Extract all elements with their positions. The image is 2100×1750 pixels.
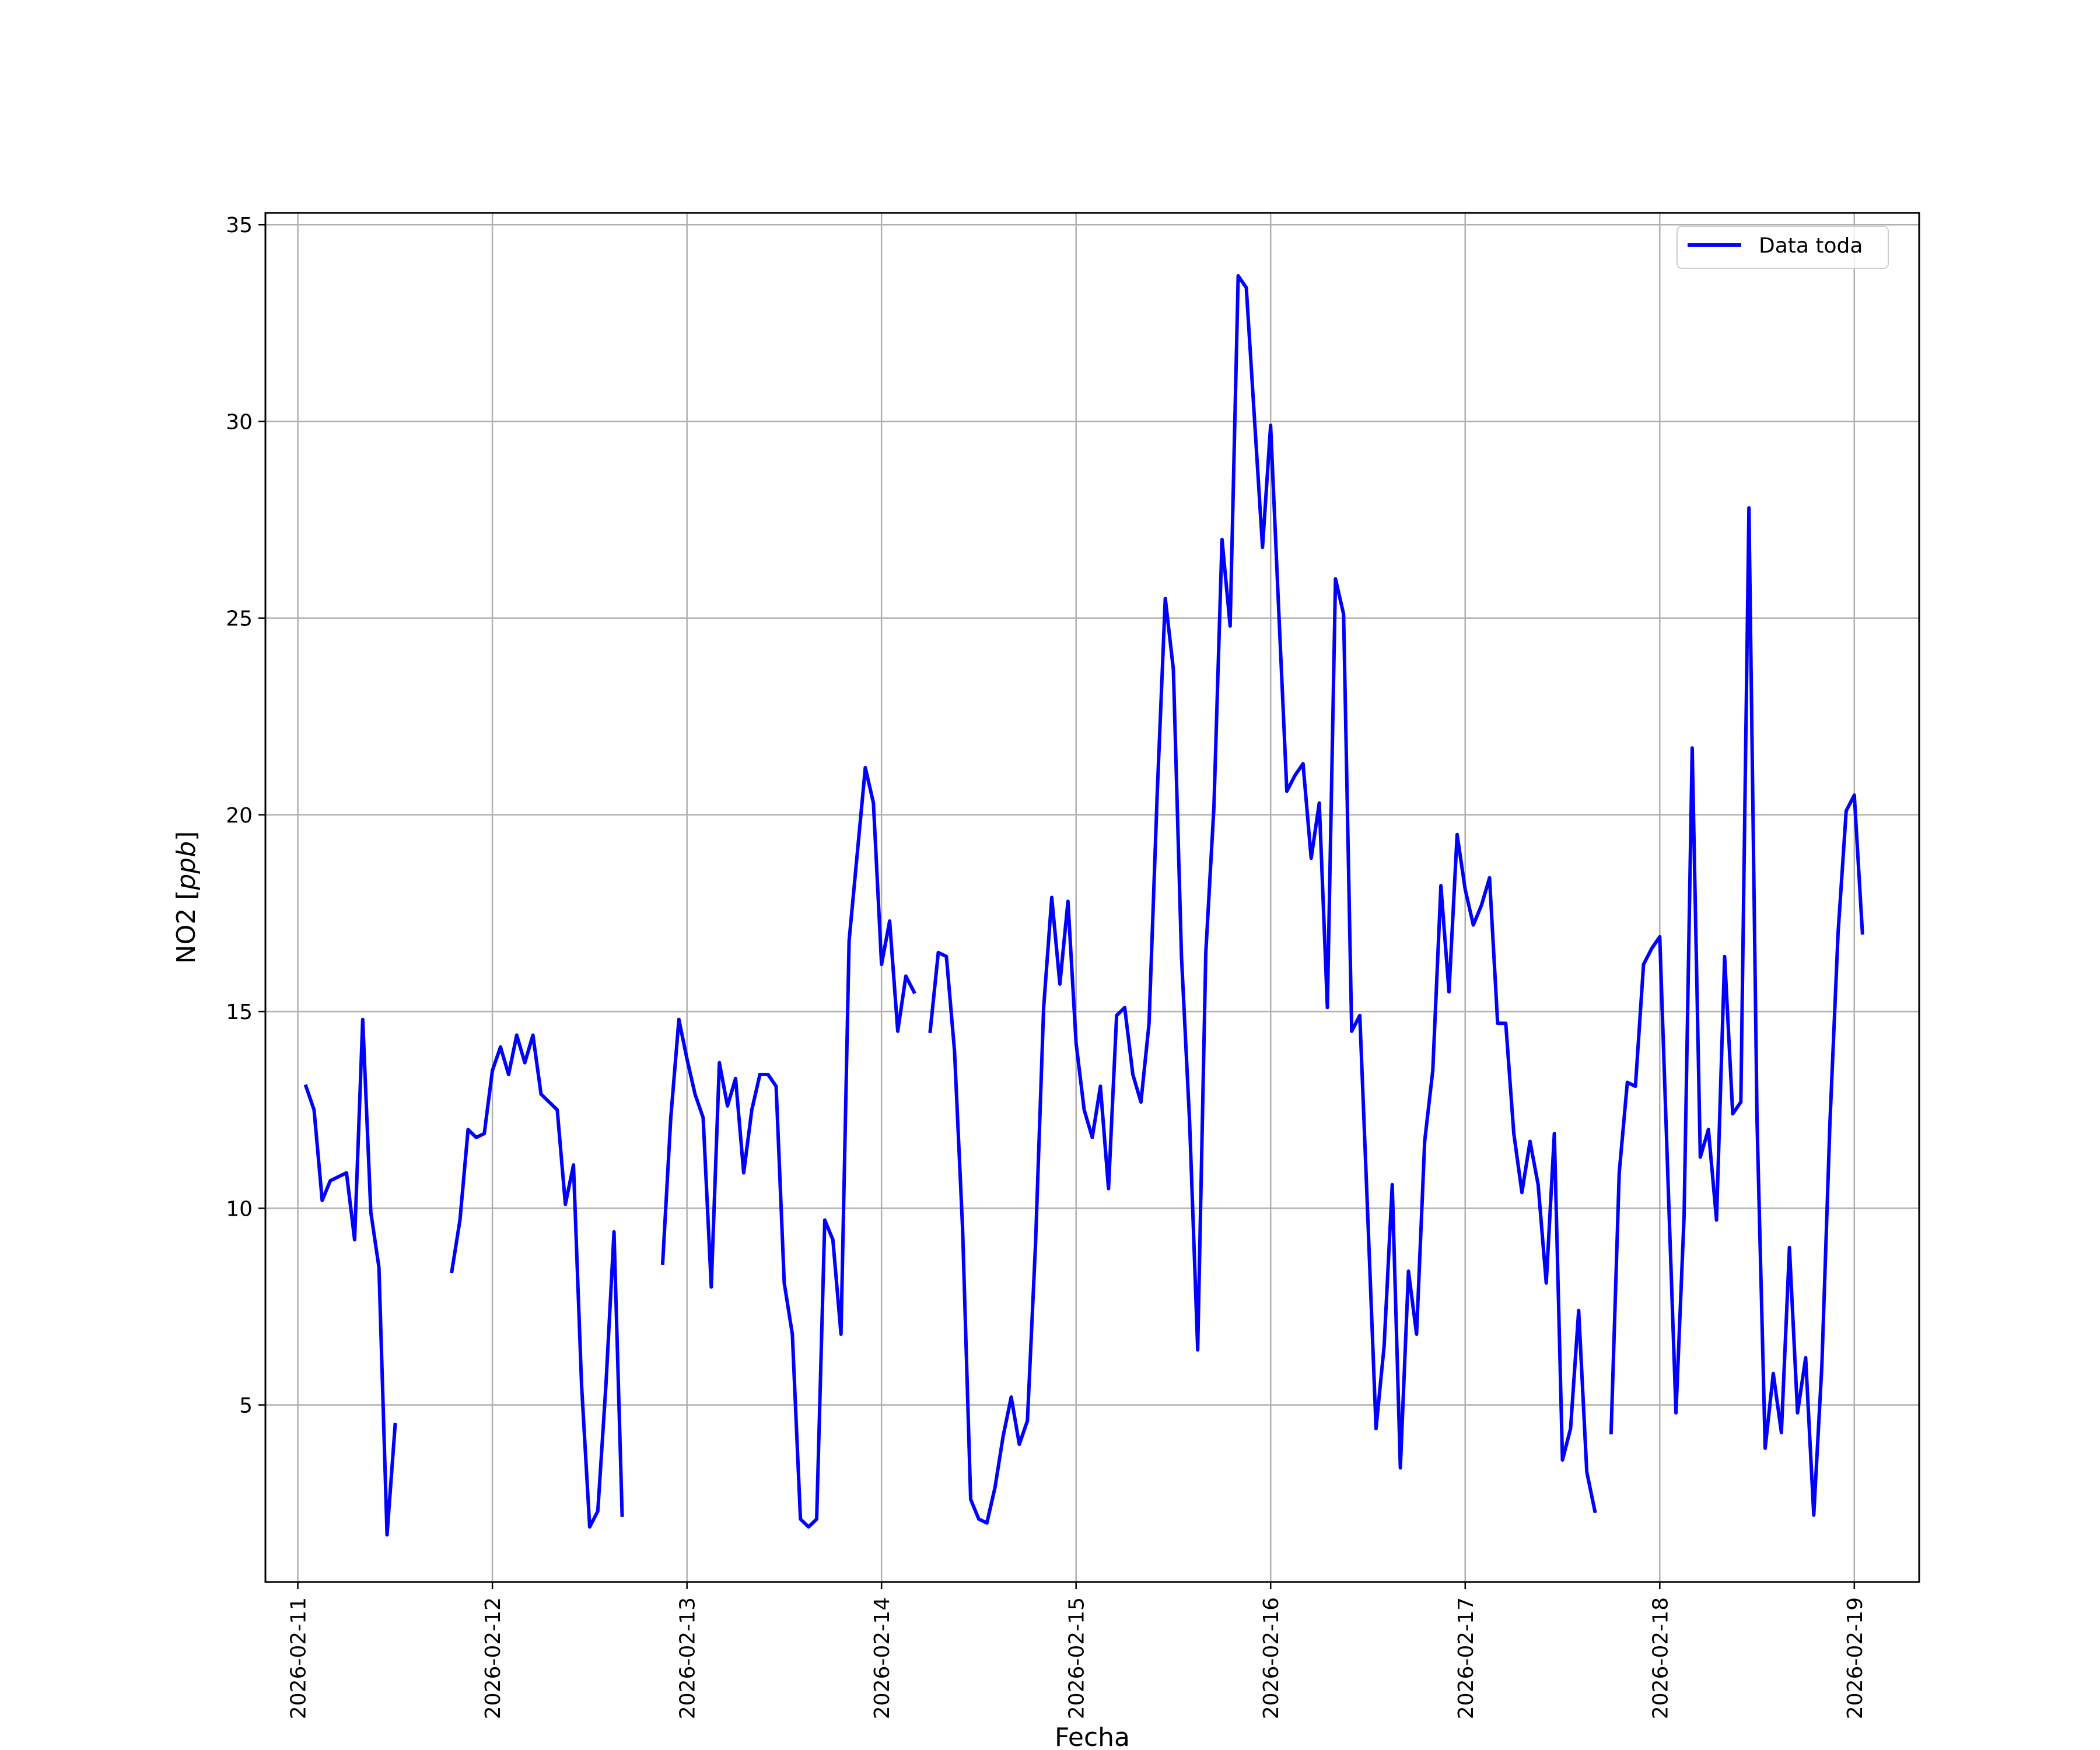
y-axis-label: NO2 [ppb] xyxy=(172,831,201,964)
x-axis: 2026-02-11 2026-02-12 2026-02-13 2026-02-14… xyxy=(287,1582,1867,1719)
y-axis-label-unit: ppb xyxy=(172,841,201,891)
y-tick-label: 15 xyxy=(226,1000,253,1024)
x-tick-label: 2026-02-13 xyxy=(676,1597,700,1719)
plot-frame xyxy=(264,212,1920,1583)
series-layer xyxy=(303,274,1864,1537)
grid xyxy=(265,213,1919,1582)
legend-entry-data-toda: Data toda xyxy=(1759,234,1863,258)
y-tick-label: 30 xyxy=(226,410,253,434)
x-tick-label: 2026-02-17 xyxy=(1454,1597,1478,1719)
x-tick-label: 2026-02-16 xyxy=(1259,1597,1283,1719)
x-tick-label: 2026-02-15 xyxy=(1065,1597,1089,1719)
y-axis: 5 10 15 20 25 30 35 xyxy=(226,214,265,1418)
y-tick-label: 25 xyxy=(226,607,253,631)
y-tick-label: 35 xyxy=(226,214,253,237)
x-tick-label: 2026-02-18 xyxy=(1648,1597,1672,1719)
y-axis-label-main: NO2 xyxy=(172,908,201,964)
x-tick-label: 2026-02-14 xyxy=(870,1597,894,1719)
x-axis-label: Fecha xyxy=(1055,1723,1130,1750)
legend-box xyxy=(1676,226,1889,269)
y-tick-label: 5 xyxy=(239,1394,253,1418)
x-tick-label: 2026-02-11 xyxy=(287,1597,311,1719)
x-tick-label: 2026-02-12 xyxy=(481,1597,505,1719)
y-tick-label: 20 xyxy=(226,804,253,828)
x-tick-label: 2026-02-19 xyxy=(1843,1597,1867,1719)
series-line-data-toda xyxy=(303,274,1864,1537)
legend: Data toda xyxy=(1676,226,1889,269)
y-tick-label: 10 xyxy=(226,1197,253,1221)
